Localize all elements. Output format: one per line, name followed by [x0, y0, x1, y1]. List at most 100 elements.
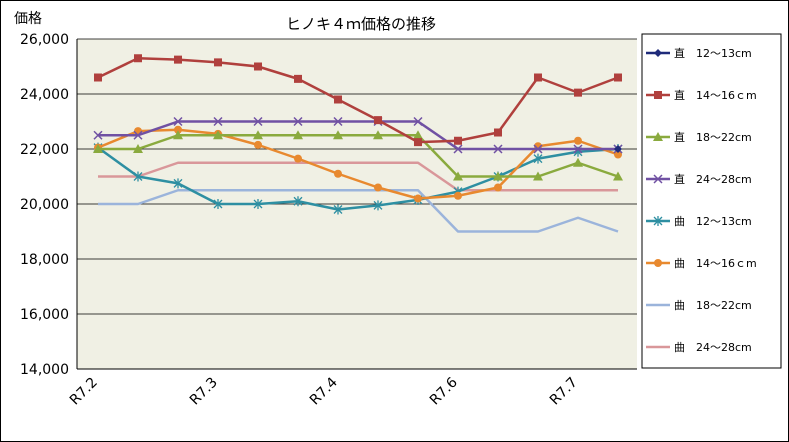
data-point — [374, 183, 382, 192]
legend-item: 直 24～28cm — [646, 172, 752, 186]
data-point — [214, 58, 222, 67]
data-point — [573, 144, 583, 154]
data-point — [133, 171, 143, 182]
data-point — [173, 116, 183, 127]
data-point — [133, 130, 143, 140]
data-point — [613, 171, 623, 181]
y-tick-label: 16,000 — [20, 307, 69, 323]
legend-label: 直 18～22cm — [674, 130, 752, 144]
data-point — [653, 174, 663, 184]
data-point — [254, 140, 262, 149]
data-point — [414, 138, 422, 147]
y-tick-label: 22,000 — [20, 142, 69, 158]
series-path — [98, 189, 619, 233]
data-point — [173, 130, 183, 140]
series-line — [93, 130, 623, 181]
legend-item: 直 18～22cm — [646, 130, 752, 144]
series-line — [98, 161, 618, 192]
legend-items: 直 12～13cm 直 14～16ｃm 直 18～22cm 直 24～28cm 曲 12… — [646, 46, 757, 354]
data-point — [373, 130, 383, 140]
legend-item: 曲 12～13cm — [646, 215, 752, 228]
data-point — [213, 130, 223, 140]
data-point — [413, 130, 423, 140]
data-point — [174, 55, 182, 64]
data-point — [334, 95, 342, 104]
legend-label: 曲 18～22cm — [674, 299, 752, 312]
series-path — [97, 57, 619, 144]
data-point — [253, 116, 263, 127]
legend-item: 直 14～16ｃm — [646, 88, 757, 102]
x-tick-label: R7.4 — [307, 374, 341, 408]
legend-item: 曲 18～22cm — [646, 299, 752, 312]
data-point — [333, 116, 343, 127]
y-tick-labels: 14,000 16,000 18,000 20,000 22,000 24,000 26,0… — [20, 32, 69, 378]
data-point — [453, 171, 463, 181]
x-tick-label: R7.3 — [187, 375, 221, 409]
series-path — [98, 134, 619, 178]
legend-label: 曲 24～28cm — [674, 341, 752, 354]
data-point — [494, 128, 502, 137]
y-tick-label: 14,000 — [20, 362, 69, 378]
data-point — [293, 196, 303, 207]
data-point — [93, 130, 103, 140]
x-tick-label: R7.6 — [427, 374, 461, 408]
data-point — [614, 145, 622, 153]
data-point — [94, 73, 102, 82]
y-tick-label: 20,000 — [20, 197, 69, 213]
data-point — [654, 259, 662, 267]
data-point — [294, 154, 302, 163]
series-line — [94, 54, 622, 147]
data-point — [454, 136, 462, 145]
data-point — [614, 73, 622, 82]
data-point — [533, 144, 543, 154]
data-point — [373, 200, 383, 211]
data-point — [413, 116, 423, 127]
data-point — [654, 91, 662, 99]
legend-label: 曲 12～13cm — [674, 215, 752, 228]
x-tick-label: R7.7 — [547, 375, 581, 409]
series-path — [97, 146, 619, 211]
y-axis-label: 価格 — [14, 11, 42, 27]
data-point — [533, 171, 543, 181]
legend-item: 曲 24～28cm — [646, 341, 752, 354]
series-path — [98, 120, 618, 151]
gridlines — [77, 38, 637, 315]
data-point — [654, 49, 662, 57]
data-point — [494, 183, 502, 192]
legend-label: 直 12～13cm — [674, 46, 752, 60]
x-tick-labels: R7.2 R7.3 R7.4 R7.6 R7.7 — [67, 374, 581, 408]
data-point — [174, 125, 182, 134]
data-point — [493, 144, 503, 154]
series-path — [98, 161, 618, 192]
data-point — [134, 54, 142, 63]
y-tick-label: 24,000 — [20, 87, 69, 103]
series-line — [98, 189, 619, 233]
data-point — [213, 199, 223, 209]
series-line — [93, 116, 623, 154]
data-point — [334, 169, 342, 178]
data-point — [294, 74, 302, 83]
data-point — [614, 150, 622, 159]
axes — [76, 39, 637, 370]
data-point — [333, 204, 343, 215]
legend-item: 直 12～13cm — [646, 46, 752, 60]
data-point — [253, 130, 263, 140]
data-point — [573, 157, 583, 167]
data-point — [534, 73, 542, 82]
data-point — [653, 132, 663, 141]
data-point — [293, 116, 303, 127]
data-point — [133, 144, 143, 153]
series-path — [97, 128, 619, 200]
data-point — [173, 178, 183, 189]
data-point — [293, 130, 303, 140]
data-point — [574, 136, 582, 145]
data-point — [253, 199, 263, 209]
data-point — [454, 191, 462, 200]
series-line — [614, 145, 622, 153]
data-point — [93, 144, 103, 153]
data-point — [493, 171, 503, 181]
legend-label: 曲 14～16ｃm — [674, 257, 757, 270]
legend-label: 直 14～16ｃm — [674, 88, 757, 102]
